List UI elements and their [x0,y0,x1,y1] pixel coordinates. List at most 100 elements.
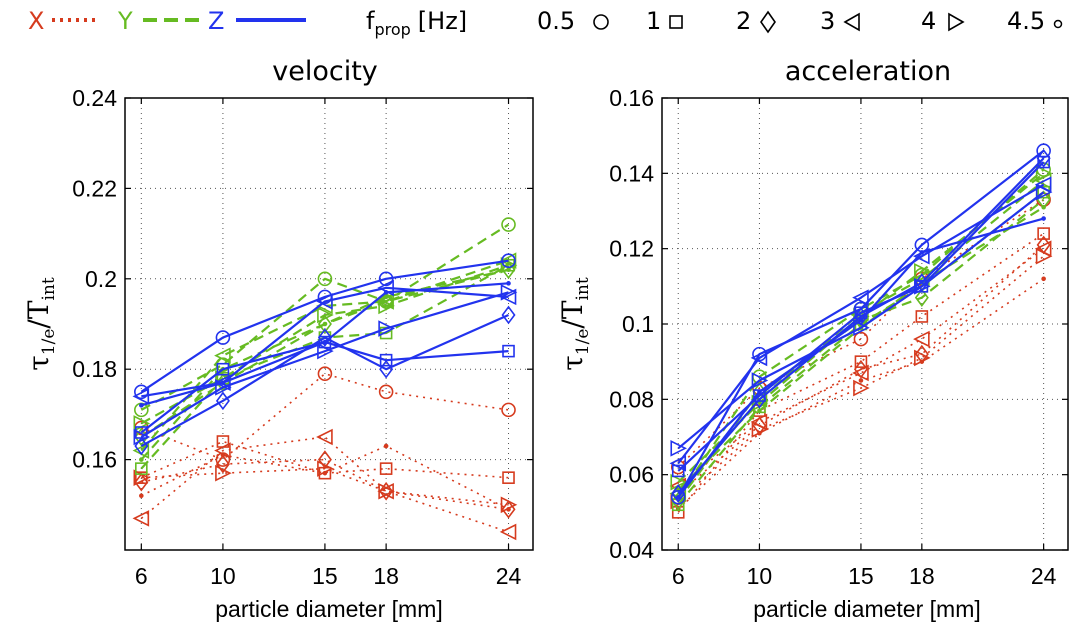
marker-dot [858,317,864,323]
series-line [677,248,1045,487]
series-line [140,291,509,438]
series-line [677,180,1045,495]
y-tick-label: 0.24 [72,85,117,111]
marker-circle [215,330,231,345]
marker-dot [322,339,328,345]
marker-circle [670,489,686,505]
legend-freq-unit: [Hz] [418,7,467,35]
series-line [140,445,509,511]
series-line [140,264,509,425]
x-tick-label: 10 [210,563,236,589]
legend-circle-icon [593,14,609,30]
marker-dot [757,389,762,395]
series-y-f4_5 [139,267,511,462]
series-line [677,161,1045,472]
marker-triangle-left [132,510,150,527]
marker-dot [139,493,144,499]
series-z-f4 [670,183,1053,457]
legend-freq-f: f [366,7,375,35]
marker-triangle-left [913,330,930,348]
grid [125,98,533,550]
marker-triangle-right [378,482,395,500]
marker-square [379,462,393,475]
x-axis-label: particle diameter [mm] [753,596,981,622]
y-axis-label: τ1/e/Tint [556,277,593,371]
legend-marker-label-5: 4.5 [1007,7,1045,35]
plot-frame [124,97,534,551]
marker-square [216,362,230,376]
series-line [140,436,509,533]
marker-triangle-left [214,347,231,364]
marker-triangle-right [378,297,395,315]
legend-marker-label-2: 2 [736,7,751,35]
marker-triangle-left [852,364,869,382]
marker-dot [919,250,925,255]
chart-title: velocity [272,56,378,87]
legend-marker-label-1: 1 [646,7,661,35]
legend-dot-icon [1053,19,1063,29]
marker-dot [322,321,328,327]
marker-dot [139,457,144,462]
marker-triangle-right [500,284,518,301]
legend-square-icon [669,15,683,29]
marker-triangle-left [316,428,333,446]
marker-diamond [914,288,929,307]
marker-triangle-left [750,349,768,367]
series-z-f4_5 [139,281,511,408]
y-tick-label: 0.12 [609,236,654,262]
marker-square [135,462,148,475]
y-tick-label: 0.18 [72,356,117,382]
marker-triangle-right [914,278,931,295]
marker-diamond [215,454,230,474]
legend-x-label: X [28,7,44,35]
x-tick-label: 24 [1031,563,1057,589]
series-line [677,244,1045,495]
series-z-f0_5 [134,253,516,400]
marker-triangle-right [670,440,688,457]
y-tick-label: 0.14 [609,160,654,186]
marker-dot [383,290,389,295]
marker-diamond [317,328,332,347]
x-tick-label: 10 [747,563,773,589]
series-line [141,286,509,398]
marker-dot [757,430,762,436]
marker-triangle-left [852,289,869,306]
x-tick-label: 15 [312,563,338,589]
marker-triangle-right [133,428,151,446]
marker-triangle-right [1035,165,1053,182]
marker-square [379,353,393,367]
y-tick-label: 0.08 [609,386,654,412]
series-group [132,217,518,541]
marker-triangle-left [499,523,517,541]
marker-dot [139,403,144,408]
legend-triangle-left-icon [843,12,860,32]
marker-square [915,310,929,323]
marker-circle [501,217,516,232]
marker-dot [675,494,681,500]
marker-circle [501,402,516,418]
marker-square [671,464,685,478]
marker-circle [317,366,333,382]
marker-dot [220,452,226,458]
marker-dot [1041,216,1046,221]
series-line [677,198,1045,502]
marker-diamond [379,481,394,501]
marker-dot [919,359,925,364]
x-tick-label: 18 [909,563,935,589]
marker-square [502,344,515,358]
legend-marker-label-0: 0.5 [537,7,575,35]
x-tick-label: 15 [848,563,874,589]
acceleration-panel: acceleration 6 10 15 18 24 0.04 0.06 0.08 0.1 0.1… [556,56,1069,622]
marker-triangle-right [215,464,232,482]
marker-triangle-right [378,320,395,337]
marker-triangle-right [853,319,870,337]
marker-dot [322,470,328,476]
y-tick-label: 0.06 [609,462,654,488]
series-x-f2 [134,450,516,519]
y-tick-label: 0.04 [609,537,654,563]
marker-triangle-right [1035,183,1053,201]
tick-labels: 6 10 15 18 24 0.16 0.18 0.2 0.22 0.24 [72,85,533,589]
marker-square [854,355,868,368]
marker-dot [383,443,389,449]
series-line [677,232,1045,513]
